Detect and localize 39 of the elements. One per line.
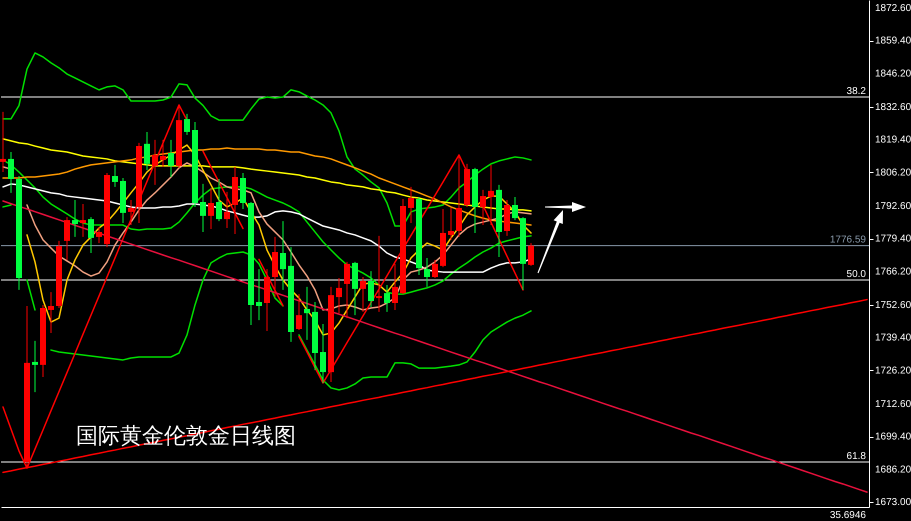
- candlestick: [72, 200, 78, 238]
- text: 35.6946: [830, 510, 866, 521]
- candlestick: [8, 152, 14, 194]
- y-tick-label: 1859.40: [875, 36, 911, 47]
- y-tick-label: 1726.20: [875, 365, 911, 376]
- y-tick-label: 1673.00: [875, 497, 911, 508]
- y-tick-label: 1712.60: [875, 399, 911, 410]
- y-tick-label: 1699.40: [875, 432, 911, 443]
- candlestick: [168, 139, 174, 178]
- y-tick-label: 1846.20: [875, 68, 911, 80]
- annotation: 50.0: [846, 268, 866, 280]
- candlestick: [112, 164, 118, 188]
- candlestick: [88, 216, 94, 254]
- y-tick-label: 1832.60: [875, 102, 911, 113]
- y-tick-label: 1819.40: [875, 134, 911, 146]
- y-tick-label: 1752.60: [875, 300, 911, 311]
- candlestick: [80, 203, 86, 238]
- candlestick: [160, 139, 166, 168]
- candlestick: [32, 340, 38, 393]
- y-tick-label: 1872.60: [875, 2, 911, 14]
- candlestick: [64, 216, 70, 260]
- candlestick: [528, 242, 534, 266]
- y-tick-label: 1766.20: [875, 266, 911, 278]
- y-tick-label: 1792.60: [875, 200, 911, 212]
- candlestick: [144, 131, 150, 171]
- candlestick: [0, 111, 6, 173]
- candlestick: [184, 113, 190, 136]
- y-tick-label: 1739.40: [875, 332, 911, 344]
- line-series: [2, 200, 868, 493]
- candlestick: [96, 226, 102, 244]
- annotation: 38.2: [846, 86, 866, 98]
- y-tick-label: 1686.20: [875, 464, 911, 476]
- candlestick: [152, 139, 158, 186]
- annotation: 61.8: [846, 450, 866, 462]
- candlestick: [128, 200, 134, 226]
- y-tick-label: 1806.20: [875, 167, 911, 178]
- line-series: [2, 52, 532, 227]
- ref-line-label: 1776.59: [830, 234, 866, 246]
- y-tick-label: 1779.40: [875, 234, 911, 245]
